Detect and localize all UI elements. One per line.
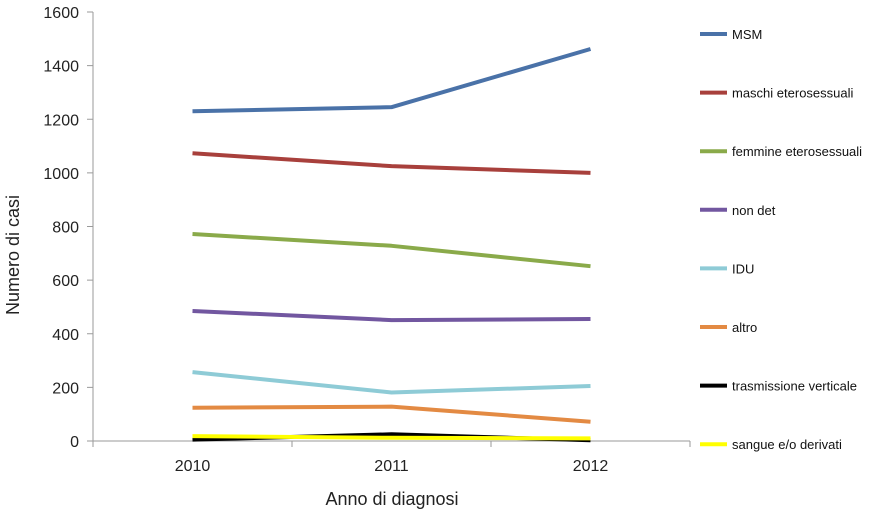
legend-label: altro xyxy=(732,320,757,335)
y-tick-label: 1200 xyxy=(43,112,79,129)
x-axis-title: Anno di diagnosi xyxy=(325,489,458,509)
y-tick-label: 1000 xyxy=(43,166,79,183)
y-tick-label: 0 xyxy=(70,434,79,451)
legend-label: trasmissione verticale xyxy=(732,379,857,394)
series-line-2 xyxy=(192,232,591,269)
legend-item: altro xyxy=(700,320,757,335)
series-line-1 xyxy=(192,151,591,175)
legend-item: maschi eterosessuali xyxy=(700,86,853,101)
legend-label: IDU xyxy=(732,261,754,276)
legend-label: maschi eterosessuali xyxy=(732,86,853,101)
x-tick-label: 2011 xyxy=(374,458,409,475)
legend-item: sangue e/o derivati xyxy=(700,437,842,452)
y-tick-label: 1400 xyxy=(43,59,79,76)
legend: MSM maschi eterosessuali femmine eterosess… xyxy=(700,27,862,452)
legend-label: MSM xyxy=(732,27,762,42)
series-line-7 xyxy=(192,434,591,441)
y-tick-label: 800 xyxy=(52,220,79,237)
x-axis-ticks: 2010 2011 2012 xyxy=(92,441,691,475)
series-lines xyxy=(192,47,592,443)
y-tick-label: 200 xyxy=(52,380,79,397)
series-line-3 xyxy=(192,308,591,323)
legend-label: non det xyxy=(732,203,776,218)
series-line-5 xyxy=(192,404,591,424)
y-axis-ticks: 0 200 400 600 800 1000 1200 1400 1600 xyxy=(43,5,93,451)
legend-item: IDU xyxy=(700,261,754,276)
legend-item: femmine eterosessuali xyxy=(700,144,862,159)
legend-label: sangue e/o derivati xyxy=(732,437,842,452)
y-tick-label: 600 xyxy=(52,273,79,290)
y-tick-label: 1600 xyxy=(43,5,79,22)
y-axis-title: Numero di casi xyxy=(3,195,23,315)
x-tick-label: 2012 xyxy=(573,458,609,475)
y-tick-label: 400 xyxy=(52,327,79,344)
legend-label: femmine eterosessuali xyxy=(732,144,862,159)
legend-item: trasmissione verticale xyxy=(700,379,857,394)
series-line-4 xyxy=(192,370,591,395)
x-tick-label: 2010 xyxy=(175,458,211,475)
legend-item: MSM xyxy=(700,27,762,42)
series-line-0 xyxy=(192,47,592,114)
legend-item: non det xyxy=(700,203,776,218)
